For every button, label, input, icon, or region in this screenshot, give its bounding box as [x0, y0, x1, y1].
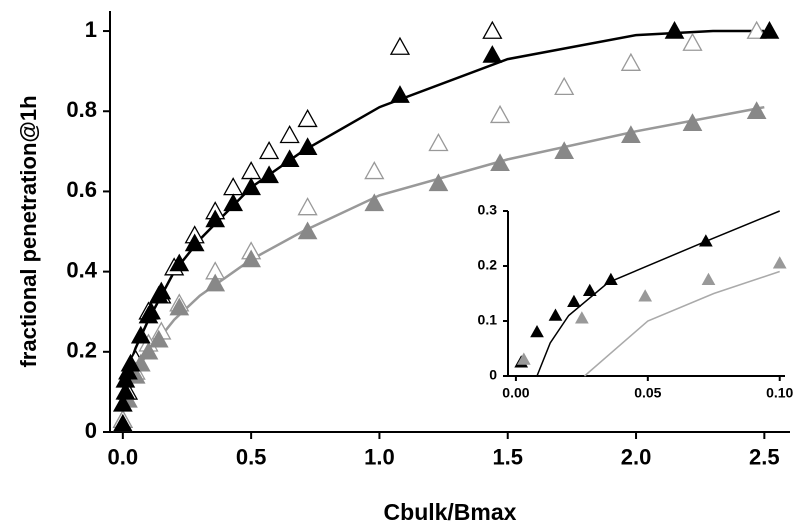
- data-point: [112, 413, 133, 432]
- y-tick-label: 0.1: [478, 312, 498, 328]
- data-point: [223, 193, 244, 212]
- data-point: [389, 36, 411, 55]
- data-point: [621, 125, 641, 143]
- data-point: [169, 253, 190, 272]
- data-point: [151, 281, 172, 300]
- data-point: [130, 325, 151, 344]
- data-point: [241, 177, 261, 196]
- data-point: [297, 137, 318, 156]
- data-point: [701, 272, 716, 286]
- data-point: [138, 341, 159, 360]
- data-point: [279, 124, 300, 144]
- y-tick-label: 1: [85, 17, 97, 42]
- data-point: [664, 21, 685, 39]
- x-axis-label: Cbulk/Bmax: [384, 499, 517, 525]
- data-point: [258, 140, 280, 160]
- data-point: [548, 308, 563, 321]
- y-axis-label: fractional penetration@1h: [16, 95, 41, 367]
- y-tick-label: 0: [85, 418, 97, 443]
- x-tick-label: 2.5: [749, 445, 780, 470]
- data-point: [604, 272, 618, 286]
- x-tick-label: 0.05: [634, 384, 661, 400]
- data-point: [759, 21, 780, 39]
- y-tick-label: 0: [489, 367, 497, 383]
- fit-line: [584, 270, 780, 377]
- data-point: [682, 113, 703, 131]
- data-point: [241, 161, 262, 180]
- data-point: [297, 197, 318, 216]
- data-point: [112, 393, 133, 412]
- data-point: [746, 20, 767, 39]
- y-tick-label: 0.6: [66, 177, 97, 202]
- data-point: [682, 32, 703, 51]
- data-point: [115, 381, 136, 400]
- data-point: [490, 153, 510, 172]
- data-point: [223, 177, 244, 196]
- y-tick-label: 0.2: [66, 338, 97, 363]
- data-point: [582, 283, 597, 297]
- data-point: [428, 173, 449, 192]
- x-tick-label: 0.10: [766, 384, 793, 400]
- data-point: [746, 101, 767, 119]
- data-point: [516, 352, 531, 365]
- data-point: [364, 161, 385, 180]
- data-point: [241, 249, 261, 268]
- data-point: [148, 329, 169, 348]
- data-point: [297, 221, 318, 240]
- data-point: [489, 104, 511, 124]
- x-tick-label: 0.00: [502, 384, 529, 400]
- y-tick-label: 0.2: [478, 257, 498, 273]
- data-point: [297, 108, 318, 128]
- data-point: [575, 311, 589, 324]
- data-point: [259, 165, 279, 184]
- x-tick-label: 0.5: [236, 445, 267, 470]
- data-point: [482, 20, 503, 39]
- data-point: [772, 256, 787, 269]
- data-point: [699, 234, 713, 247]
- data-point: [205, 273, 226, 292]
- data-point: [620, 52, 642, 71]
- x-tick-label: 1.0: [364, 445, 395, 470]
- x-tick-label: 2.0: [621, 445, 652, 470]
- data-point: [428, 132, 449, 152]
- data-point: [169, 297, 190, 316]
- data-point: [482, 45, 503, 63]
- data-point: [184, 233, 205, 252]
- fit-line: [536, 210, 780, 377]
- y-tick-label: 0.4: [66, 257, 97, 282]
- x-tick-label: 1.5: [492, 445, 523, 470]
- data-point: [554, 76, 575, 96]
- fit-line: [121, 105, 765, 413]
- data-point: [567, 294, 581, 308]
- data-point: [638, 289, 653, 302]
- data-point: [141, 301, 161, 320]
- x-tick-label: 0.0: [108, 445, 139, 470]
- fit-line: [121, 29, 765, 385]
- data-point: [120, 353, 141, 372]
- data-point: [364, 193, 385, 212]
- data-point: [530, 324, 544, 338]
- data-point: [390, 85, 410, 103]
- y-tick-label: 0.3: [478, 202, 498, 218]
- data-point: [279, 149, 300, 168]
- data-point: [554, 141, 575, 160]
- data-point: [205, 209, 226, 228]
- y-tick-label: 0.8: [66, 97, 97, 122]
